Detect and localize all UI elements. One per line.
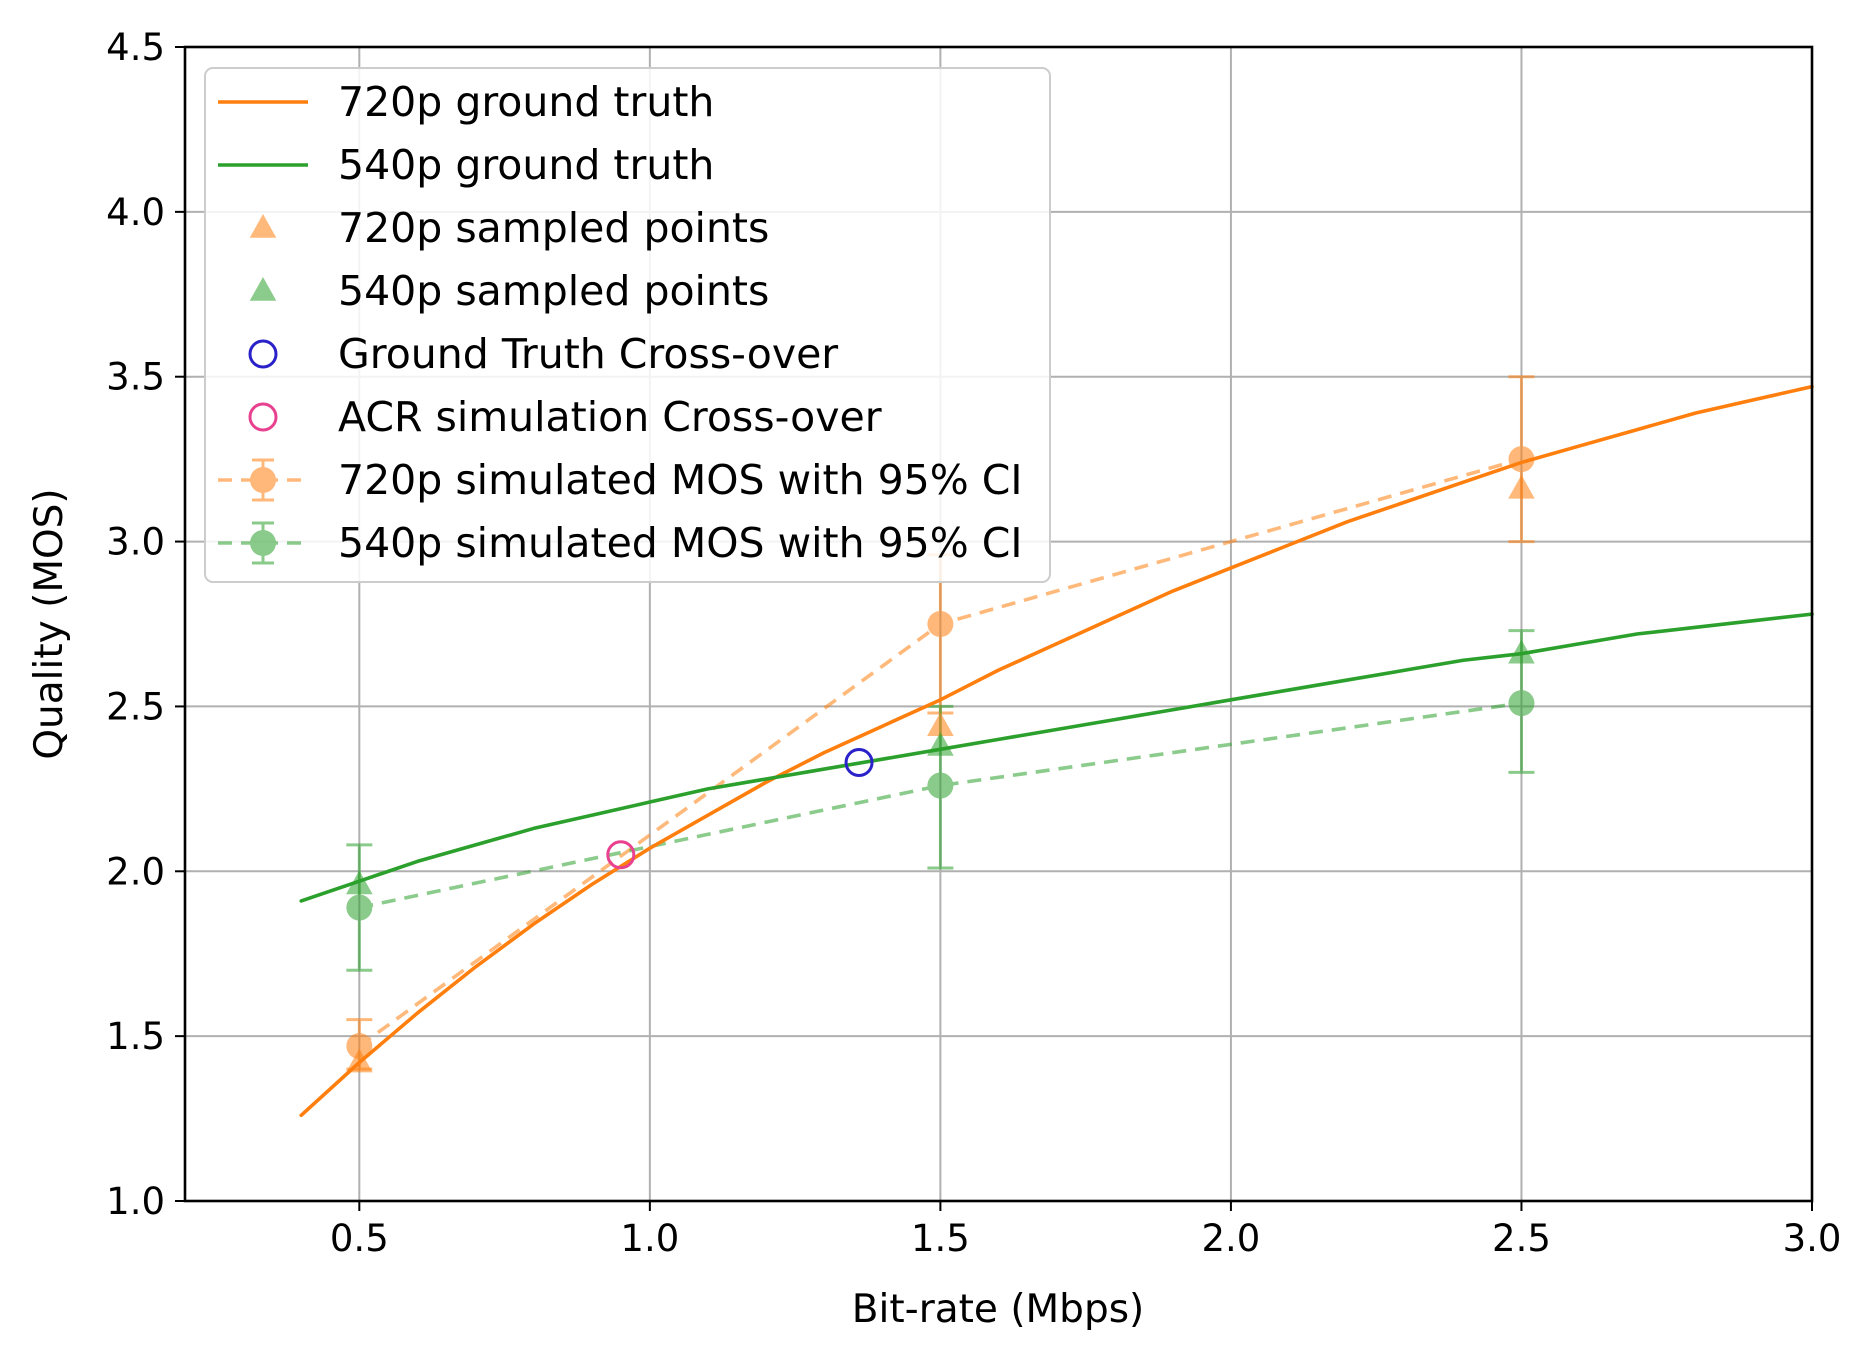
- x-tick-label: 3.0: [1783, 1217, 1842, 1260]
- y-tick-label: 2.0: [106, 850, 165, 893]
- data-point: [927, 611, 954, 637]
- 720p-sampled-points-marker: [927, 712, 954, 737]
- legend-box: [204, 67, 1051, 583]
- x-tick-label: 2.0: [1202, 1217, 1261, 1260]
- y-tick-label: 2.5: [106, 685, 165, 728]
- legend-label: ACR simulation Cross-over: [338, 393, 882, 441]
- legend-handle-540p-simulated-mos-with-95-ci: [218, 521, 308, 565]
- legend-handle-720p-simulated-mos-with-95-ci: [218, 458, 308, 502]
- legend-label: 540p ground truth: [338, 141, 714, 189]
- 540p-simulated-mos-with-95-ci-line: [358, 701, 1522, 910]
- legend-handle-ground-truth-cross-over: [248, 339, 278, 369]
- legend-handle-720p-sampled-points: [249, 214, 277, 238]
- legend-handle-marker: [250, 467, 276, 493]
- 720p-sampled-points-marker: [1508, 474, 1535, 499]
- y-tick-label: 3.5: [106, 356, 165, 399]
- y-tick-label: 4.0: [106, 191, 165, 234]
- legend-label: 720p ground truth: [338, 78, 714, 126]
- x-tick-label: 2.5: [1492, 1217, 1551, 1260]
- x-tick-label: 0.5: [330, 1217, 389, 1260]
- y-tick-label: 1.0: [106, 1180, 165, 1223]
- legend-label: 540p sampled points: [338, 267, 769, 315]
- 720p-sampled-points-marker: [346, 1048, 373, 1073]
- legend-label: 540p simulated MOS with 95% CI: [338, 519, 1022, 567]
- 540p-sampled-points-marker: [1508, 639, 1535, 664]
- plot-frame: [183, 45, 1814, 1203]
- 540p-sampled-points-marker: [346, 870, 373, 895]
- axis-ticks: 0.5 1.0 1.5 2.0 2.5 3.0 1.0 1.5 2.0 2.5 3.0 3.5 4.0 4…: [106, 26, 1841, 1260]
- 540p-sampled-points-marker: [927, 731, 954, 756]
- legend-label: 720p sampled points: [338, 204, 769, 252]
- legend-handle-marker: [250, 530, 276, 556]
- acr-simulation-cross-over-marker: [606, 840, 636, 870]
- plot-series: [299, 375, 1814, 1118]
- legend-handle-acr-simulation-cross-over: [248, 402, 278, 432]
- data-point: [1508, 690, 1535, 717]
- data-point: [346, 894, 373, 921]
- 720p-ground-truth-line: [299, 384, 1814, 1118]
- data-point: [346, 1033, 373, 1060]
- legend: 720p ground truth 540p ground truth 720p s…: [204, 67, 1051, 583]
- y-tick-label: 3.0: [106, 521, 165, 564]
- y-tick-label: 4.5: [106, 26, 165, 69]
- 540p-ground-truth-line: [299, 612, 1814, 903]
- legend-label: 720p simulated MOS with 95% CI: [338, 456, 1022, 504]
- y-axis-label: Quality (MOS): [27, 488, 72, 759]
- y-tick-label: 1.5: [106, 1015, 165, 1058]
- legend-handle-540p-sampled-points: [249, 277, 277, 301]
- legend-label: Ground Truth Cross-over: [338, 330, 838, 378]
- x-axis-label: Bit-rate (Mbps): [852, 1287, 1144, 1332]
- x-tick-label: 1.0: [620, 1217, 679, 1260]
- data-point: [927, 772, 954, 799]
- ground-truth-cross-over-marker: [844, 747, 874, 777]
- x-tick-label: 1.5: [911, 1217, 970, 1260]
